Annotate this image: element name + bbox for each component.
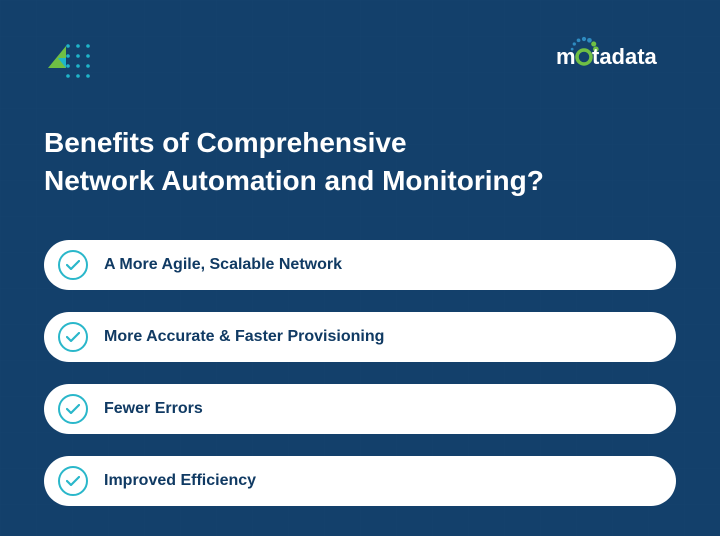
benefit-label: More Accurate & Faster Provisioning <box>104 328 384 346</box>
title-line-1: Benefits of Comprehensive <box>44 127 407 158</box>
check-icon <box>58 466 88 496</box>
benefits-list: A More Agile, Scalable Network More Accur… <box>44 240 676 506</box>
page-title: Benefits of Comprehensive Network Automa… <box>44 124 676 200</box>
benefit-label: A More Agile, Scalable Network <box>104 256 342 274</box>
benefit-item: More Accurate & Faster Provisioning <box>44 312 676 362</box>
decor-icon <box>44 32 100 88</box>
check-icon <box>58 322 88 352</box>
benefit-item: Fewer Errors <box>44 384 676 434</box>
logo-svg: mtadata <box>556 32 676 72</box>
benefit-item: Improved Efficiency <box>44 456 676 506</box>
benefit-label: Improved Efficiency <box>104 472 256 490</box>
check-icon <box>58 394 88 424</box>
benefit-item: A More Agile, Scalable Network <box>44 240 676 290</box>
check-icon <box>58 250 88 280</box>
title-line-2: Network Automation and Monitoring? <box>44 165 544 196</box>
content-area: mtadata Benefits of Comprehensive Networ… <box>0 0 720 538</box>
svg-text:m: m <box>556 44 576 69</box>
benefit-label: Fewer Errors <box>104 400 203 418</box>
header: mtadata <box>44 32 676 88</box>
svg-text:tadata: tadata <box>592 44 658 69</box>
brand-logo: mtadata <box>556 32 676 72</box>
